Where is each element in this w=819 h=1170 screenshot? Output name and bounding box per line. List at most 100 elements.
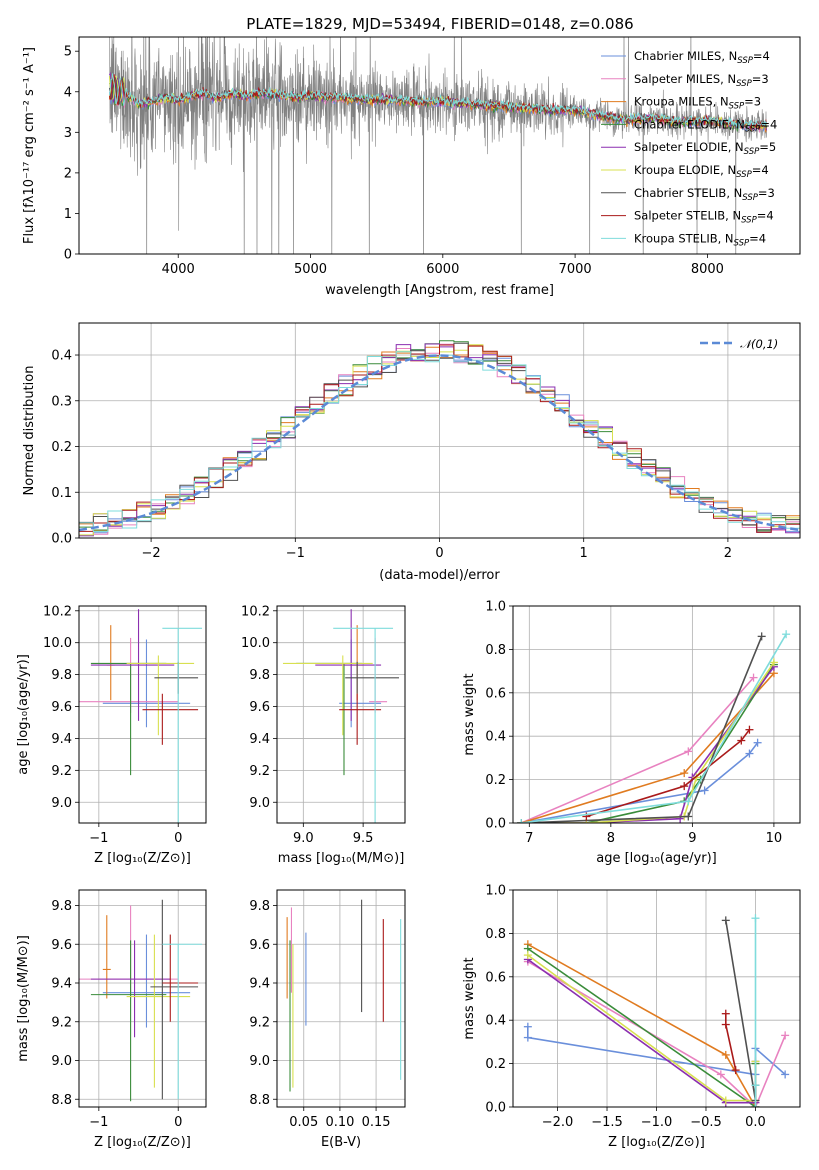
- legend-sub: SSP: [737, 56, 753, 66]
- age_vs_mass-plot-area: [282, 609, 400, 823]
- residuals-ylabel: Normed distribution: [22, 366, 37, 496]
- y-tick-label: 8.8: [249, 1093, 270, 1108]
- legend-sub: SSP: [745, 124, 761, 134]
- y-tick-label: 9.0: [51, 796, 72, 811]
- legend-tail: =3: [758, 186, 775, 200]
- y-tick-label: 0.4: [485, 1014, 506, 1029]
- x-tick-label: 6000: [426, 262, 459, 277]
- y-tick-label: 9.0: [249, 1054, 270, 1069]
- mass_vs_Z-frame: [78, 889, 207, 1108]
- residuals-xlabel: (data-model)/error: [379, 568, 500, 583]
- y-tick-label: 9.0: [249, 796, 270, 811]
- legend-sub: SSP: [736, 79, 752, 89]
- legend-tail: =3: [744, 95, 761, 109]
- mass_vs_Z-plot-area: [79, 899, 203, 1102]
- mass_vs_ebv-frame: [276, 889, 406, 1108]
- mass_weight_vs_age-xlabel: age [log₁₀(age/yr)]: [596, 851, 717, 866]
- y-tick-label: 9.6: [51, 938, 72, 953]
- mass_weight_vs_Z-ylabel: mass weight: [462, 957, 477, 1039]
- y-tick-label: 5: [64, 45, 72, 60]
- age_vs_mass-xlabel: mass [log₁₀(M/M⊙)]: [278, 851, 405, 866]
- x-tick-label: 0: [435, 546, 443, 561]
- legend-entry: Kroupa MILES, NSSP=3: [634, 95, 761, 112]
- x-tick-label: 0: [174, 831, 182, 846]
- spectrum-frame: [78, 36, 801, 255]
- x-tick-label: 0.0: [745, 1115, 766, 1130]
- legend-entry: 𝒩(0,1): [740, 337, 778, 351]
- mass_weight_vs_Z-axes: −2.0 −1.5 −1.0 −0.5 0.0 0.0 0.2 0.4 0.6 0.8 1.0: [485, 884, 800, 1130]
- age_vs_Z-plot-area: [79, 609, 203, 823]
- y-tick-label: 0.6: [485, 686, 506, 701]
- y-tick-label: 0.2: [485, 773, 506, 788]
- figure-title: PLATE=1829, MJD=53494, FIBERID=0148, z=0…: [246, 15, 633, 33]
- x-tick-label: 8: [607, 831, 615, 846]
- mass_vs_Z-xlabel: Z [log₁₀(Z/Z⊙)]: [94, 1135, 191, 1150]
- y-tick-label: 1.0: [485, 600, 506, 615]
- x-tick-label: −1: [89, 831, 108, 846]
- series-line: [521, 742, 759, 823]
- mass_weight_vs_Z-xlabel: Z [log₁₀(Z/Z⊙)]: [608, 1135, 705, 1150]
- y-tick-label: 9.8: [249, 668, 270, 683]
- y-tick-label: 8.8: [51, 1093, 72, 1108]
- mass_vs_ebv-xlabel: E(B-V): [321, 1135, 361, 1150]
- y-tick-label: 0.8: [485, 927, 506, 942]
- x-tick-label: 9.0: [293, 831, 314, 846]
- y-tick-label: 1: [64, 207, 72, 222]
- y-tick-label: 10.0: [241, 636, 270, 651]
- y-tick-label: 0.1: [51, 486, 72, 501]
- histogram-steps: [79, 344, 800, 533]
- y-tick-label: 0.0: [485, 1101, 506, 1116]
- legend-main: Kroupa MILES, N: [634, 95, 729, 109]
- legend-main: Salpeter STELIB, N: [634, 209, 741, 223]
- spectrum-axes: 4000 5000 6000 7000 8000 0 1 2 3 4 5: [64, 45, 724, 277]
- age_vs_Z-frame: [78, 605, 207, 824]
- legend-entry: Salpeter STELIB, NSSP=4: [634, 209, 774, 226]
- legend-sub: SSP: [729, 102, 745, 112]
- x-tick-label: 8000: [691, 262, 724, 277]
- age_vs_mass-frame: [276, 605, 406, 824]
- y-tick-label: 9.2: [51, 764, 72, 779]
- y-tick-label: 9.4: [249, 732, 270, 747]
- y-tick-label: 9.0: [51, 1054, 72, 1069]
- residuals-frame: [78, 322, 801, 539]
- age_vs_Z-xlabel: Z [log₁₀(Z/Z⊙)]: [94, 851, 191, 866]
- x-tick-label: −2: [142, 546, 161, 561]
- x-tick-label: −2.0: [542, 1115, 574, 1130]
- legend-main: Chabrier MILES, N: [634, 49, 737, 63]
- y-tick-label: 0.3: [51, 394, 72, 409]
- x-tick-label: 5000: [294, 262, 327, 277]
- x-tick-label: 2: [724, 546, 732, 561]
- x-tick-label: 0.05: [289, 1115, 318, 1130]
- y-tick-label: 0.8: [485, 643, 506, 658]
- mass_weight_vs_age-frame: [512, 605, 801, 824]
- legend-entry: Salpeter MILES, NSSP=3: [634, 72, 769, 89]
- mass_vs_ebv-axes: 0.05 0.10 0.15 8.8 9.0 9.2 9.4 9.6 9.8: [249, 890, 405, 1130]
- y-tick-label: 0.0: [485, 817, 506, 832]
- x-tick-label: −1: [286, 546, 305, 561]
- x-tick-label: 10: [766, 831, 783, 846]
- legend-main: Salpeter ELODIE, N: [634, 140, 744, 154]
- y-tick-label: 10.2: [241, 604, 270, 619]
- legend-tail: =4: [760, 117, 777, 131]
- y-tick-label: 9.2: [249, 1015, 270, 1030]
- y-tick-label: 0.2: [485, 1057, 506, 1072]
- y-tick-label: 9.2: [249, 764, 270, 779]
- y-tick-label: 9.8: [51, 899, 72, 914]
- x-tick-label: 9.5: [353, 831, 374, 846]
- x-tick-label: 7: [525, 831, 533, 846]
- legend-main: Salpeter MILES, N: [634, 72, 736, 86]
- mass_weight_vs_Z-plot-area: [523, 914, 790, 1107]
- spectrum-xlabel: wavelength [Angstrom, rest frame]: [325, 283, 554, 298]
- series-line: [527, 960, 786, 1107]
- y-tick-label: 1.0: [485, 884, 506, 899]
- legend-sub: SSP: [734, 238, 750, 248]
- y-tick-label: 3: [64, 126, 72, 141]
- spectrum-ylabel: Flux [fλ10⁻¹⁷ erg cm⁻² s⁻¹ A⁻¹]: [22, 47, 37, 244]
- spectrum-plot-area: [108, 37, 768, 254]
- legend-tail: =4: [749, 231, 766, 245]
- y-tick-label: 9.4: [51, 977, 72, 992]
- legend-entry: Chabrier STELIB, NSSP=3: [634, 186, 775, 203]
